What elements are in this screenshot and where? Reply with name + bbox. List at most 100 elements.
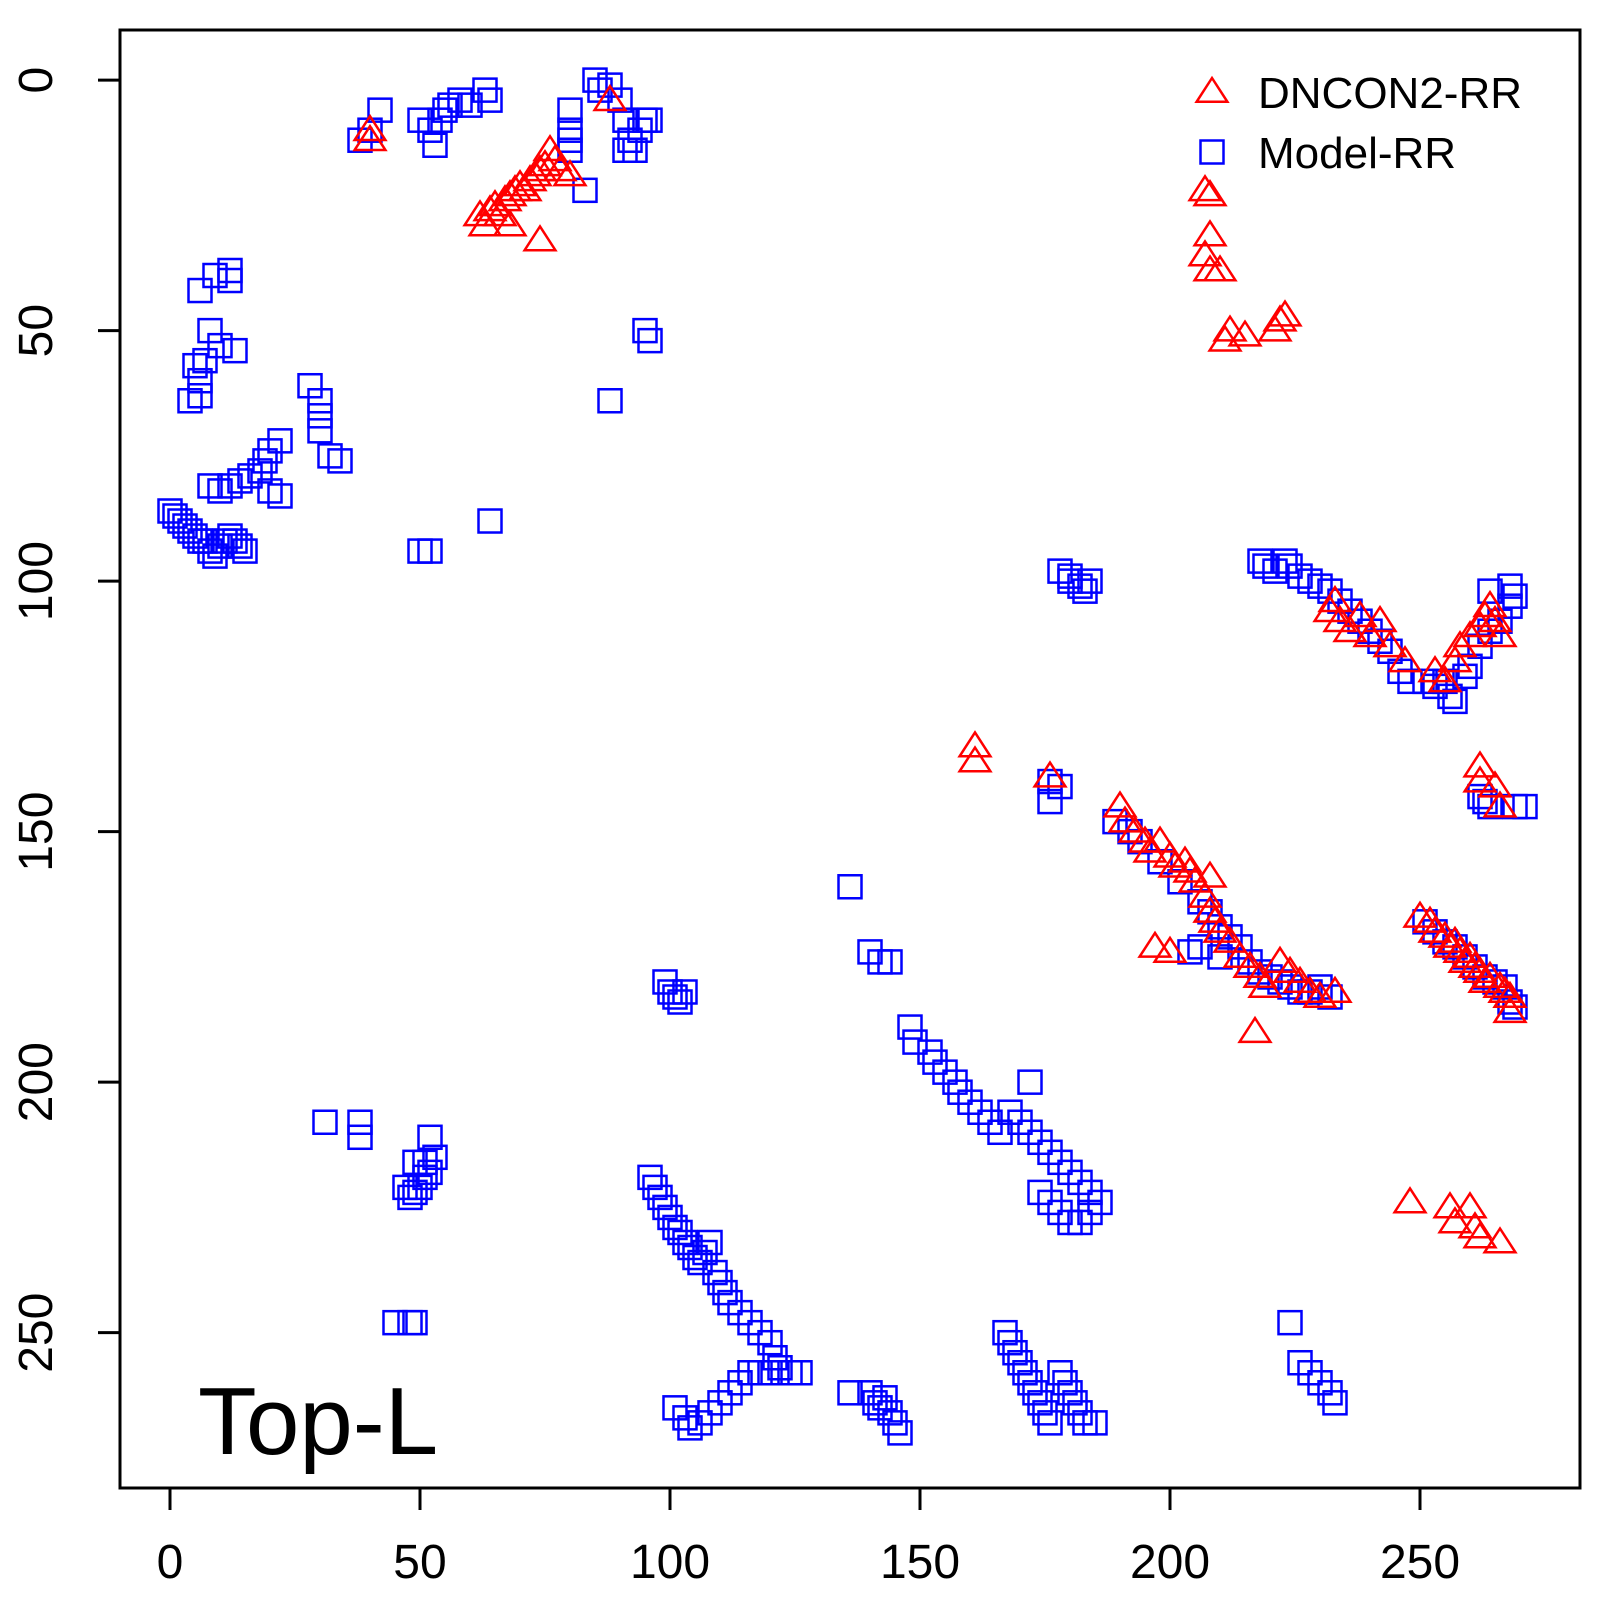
model-rr-point xyxy=(557,127,583,153)
dncon2-rr-point xyxy=(1257,314,1293,342)
model-rr-point xyxy=(1247,548,1273,574)
model-rr-point xyxy=(947,1079,973,1105)
model-rr-point xyxy=(1297,568,1323,594)
model-rr-point xyxy=(347,1109,373,1135)
model-rr-point xyxy=(1077,568,1103,594)
model-rr-point xyxy=(247,458,273,484)
model-rr-point xyxy=(627,117,653,143)
model-rr-point xyxy=(1022,1380,1048,1406)
dncon2-rr-point xyxy=(1467,965,1503,994)
model-rr-point xyxy=(707,1390,733,1416)
model-rr-point xyxy=(217,267,243,294)
model-rr-point xyxy=(932,1059,958,1085)
model-rr-point xyxy=(267,483,293,509)
x-tick-label: 0 xyxy=(157,1536,184,1589)
model-rr-point xyxy=(697,1400,723,1426)
model-rr-point xyxy=(207,478,233,504)
model-rr-point xyxy=(1002,1339,1028,1366)
dncon2-rr-point xyxy=(1362,604,1398,633)
dncon2-rr-point xyxy=(1177,865,1213,893)
model-rr-point xyxy=(267,428,293,454)
model-rr-point xyxy=(217,523,243,549)
model-rr-point xyxy=(1057,1380,1083,1406)
model-rr-point xyxy=(307,418,333,444)
dncon2-rr-point xyxy=(1437,1206,1473,1234)
model-rr-point xyxy=(222,337,248,364)
model-rr-point xyxy=(182,352,208,379)
model-rr-point xyxy=(987,1119,1013,1146)
dncon2-rr-point xyxy=(1457,950,1493,978)
dncon2-rr-point xyxy=(592,83,628,112)
model-rr-point xyxy=(1217,924,1243,950)
model-rr-point xyxy=(1032,1400,1058,1426)
model-rr-point xyxy=(967,1099,993,1125)
model-rr-point xyxy=(882,1410,908,1436)
model-rr-point xyxy=(682,1244,708,1271)
dncon2-rr-point xyxy=(1432,930,1468,958)
dncon2-rr-point xyxy=(1402,900,1438,928)
model-rr-point xyxy=(347,1124,373,1151)
model-rr-point xyxy=(657,979,683,1005)
model-rr-point xyxy=(192,528,218,554)
model-rr-point xyxy=(897,1014,923,1040)
model-rr-point xyxy=(1067,1169,1093,1196)
model-rr-point xyxy=(1272,548,1298,574)
model-rr-point xyxy=(1007,1349,1033,1376)
model-rr-point xyxy=(1057,563,1083,589)
dncon2-rr-point xyxy=(1102,790,1138,818)
dncon2-rr-point xyxy=(542,153,578,182)
model-rr-point xyxy=(1177,939,1203,965)
dncon2-rr-point xyxy=(1227,319,1263,347)
model-rr-point xyxy=(222,528,248,554)
model-rr-point xyxy=(992,1319,1018,1346)
model-rr-point xyxy=(327,448,353,474)
dncon2-rr-point xyxy=(1452,1191,1488,1219)
dncon2-rr-point xyxy=(492,179,528,207)
model-rr-point xyxy=(312,1109,338,1135)
model-rr-point xyxy=(407,1174,433,1201)
y-tick-label: 150 xyxy=(10,792,63,872)
model-rr-point xyxy=(632,317,658,344)
model-rr-point xyxy=(597,388,623,414)
model-rr-point xyxy=(1052,1370,1078,1396)
model-rr-point xyxy=(557,97,583,123)
model-rr-point xyxy=(1322,1390,1348,1416)
dncon2-rr-point xyxy=(502,169,538,197)
model-rr-point xyxy=(717,1289,743,1316)
dncon2-rr-point xyxy=(467,209,503,237)
model-rr-point xyxy=(257,438,283,464)
model-rr-point xyxy=(202,543,228,569)
model-rr-point xyxy=(402,1309,428,1336)
model-rr-point xyxy=(642,1174,668,1201)
model-rr-point xyxy=(677,1415,703,1441)
legend-square-icon xyxy=(1199,139,1225,165)
model-rr-point xyxy=(837,1380,863,1406)
model-rr-point xyxy=(447,87,473,113)
model-rr-point xyxy=(197,473,223,499)
model-rr-point xyxy=(762,1344,788,1371)
model-rr-point xyxy=(857,1380,883,1406)
legend-label: Model-RR xyxy=(1258,129,1456,178)
model-rr-point xyxy=(662,1395,688,1421)
dncon2-rr-point xyxy=(1267,299,1303,327)
model-rr-point xyxy=(877,949,903,975)
model-rr-point xyxy=(1057,1159,1083,1186)
dncon2-rr-point xyxy=(1482,790,1518,818)
y-tick-label: 250 xyxy=(10,1293,63,1373)
model-rr-point xyxy=(1477,578,1503,604)
model-rr-point xyxy=(182,523,208,549)
model-rr-point xyxy=(1277,553,1303,579)
model-rr-point xyxy=(862,1390,888,1416)
model-rr-point xyxy=(177,388,203,414)
dncon2-rr-point xyxy=(1392,1186,1428,1214)
model-rr-point xyxy=(217,473,243,499)
dncon2-rr-point xyxy=(552,158,588,187)
model-rr-point xyxy=(1047,1360,1073,1386)
model-rr-point xyxy=(432,97,458,123)
dncon2-rr-point xyxy=(1462,1221,1498,1249)
model-rr-point xyxy=(417,117,443,143)
model-rr-point xyxy=(412,1149,438,1176)
model-rr-point xyxy=(1062,1390,1088,1416)
dncon2-rr-point xyxy=(1427,665,1463,693)
model-rr-point xyxy=(1502,583,1528,609)
